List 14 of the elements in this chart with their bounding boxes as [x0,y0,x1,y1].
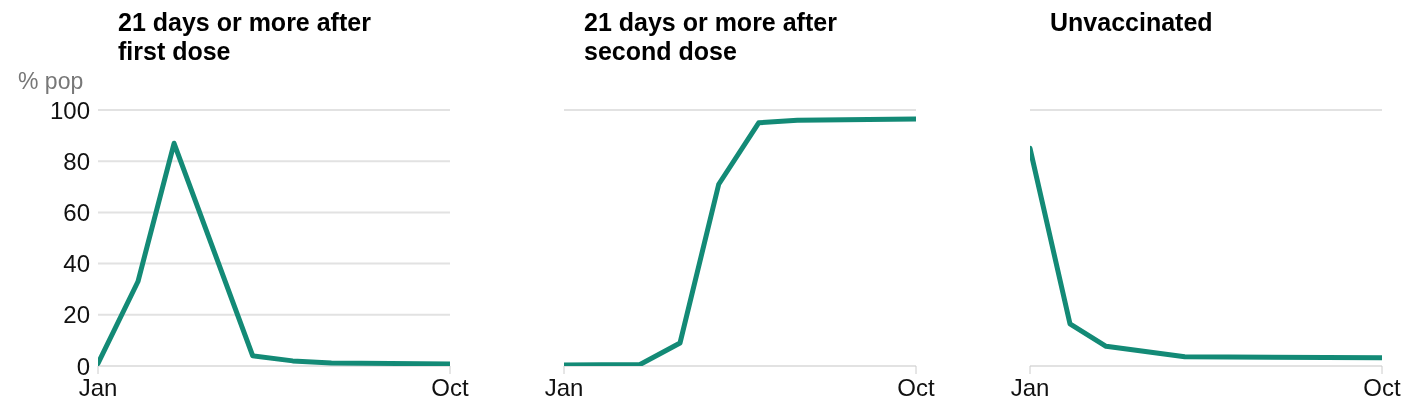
chart-title: 21 days or more after first dose [118,8,372,67]
x-tick-label: Oct [897,374,935,401]
y-tick-label: 20 [63,301,90,329]
x-tick-label: Jan [1010,374,1050,401]
y-tick-label: 40 [63,250,90,278]
chart-title: Unvaccinated [1050,8,1214,38]
chart-title: 21 days or more after second dose [584,8,838,67]
x-tick-label: Oct [431,374,469,401]
y-tick-label: 60 [63,198,90,226]
y-axis-title: % pop [17,68,85,96]
y-tick-label: 100 [49,96,90,124]
x-tick-label: Jan [544,374,584,401]
x-tick-label: Oct [1363,374,1401,401]
y-tick-label: 80 [63,147,90,175]
